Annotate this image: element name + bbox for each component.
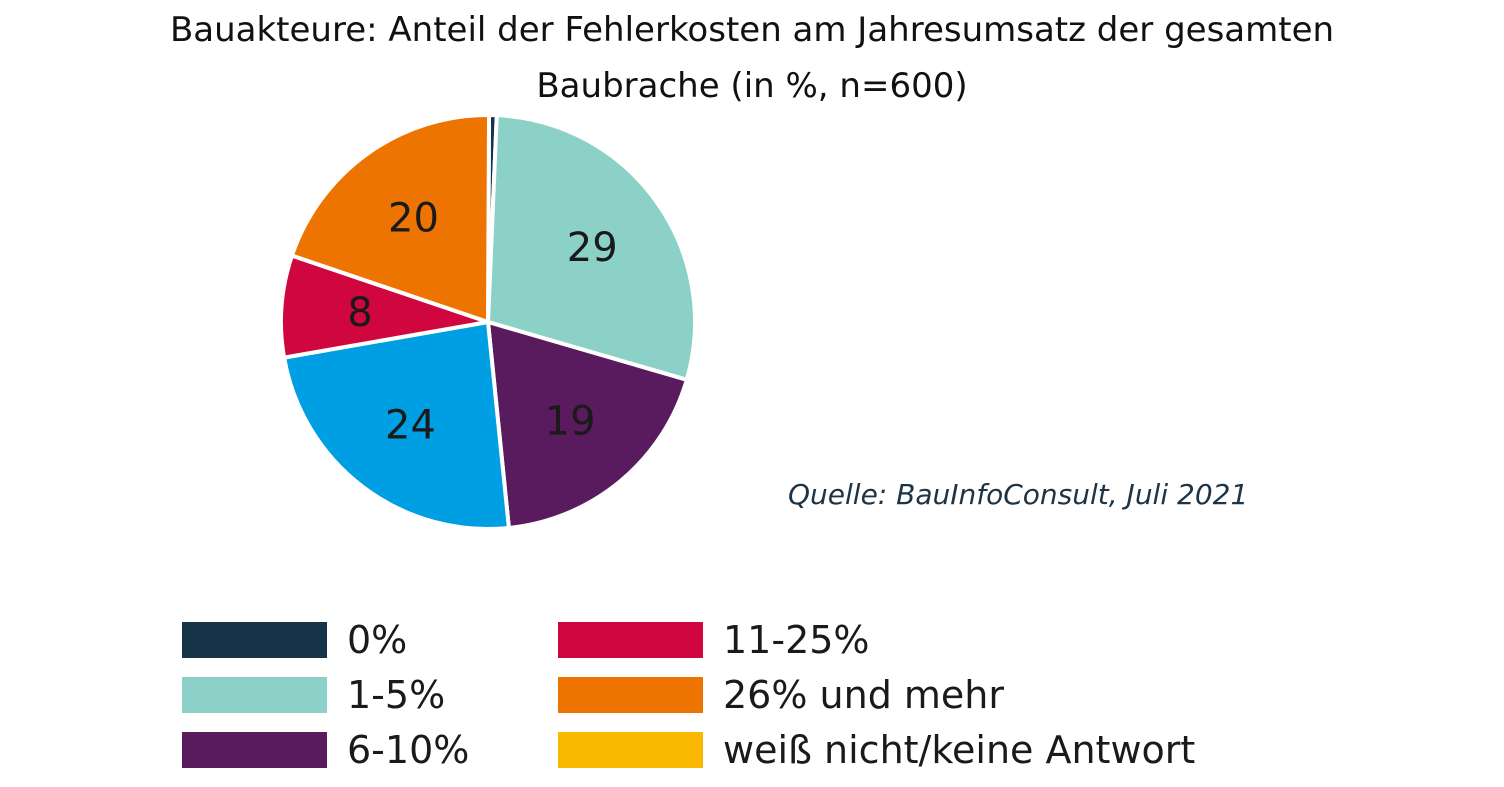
chart-title-line1: Bauakteure: Anteil der Fehlerkosten am J…: [169, 10, 1335, 50]
chart-title-line2: Baubrache (in %, n=600): [536, 66, 968, 106]
chart-title: Bauakteure: Anteil der Fehlerkosten am J…: [60, 2, 1444, 114]
legend-label: 0%: [347, 618, 408, 662]
legend: 0% 1-5% 6-10% 11-25% 26% und mehr weiß n…: [182, 614, 1382, 784]
pie-slice: [282, 320, 511, 531]
legend-item-0-percent: 0%: [182, 618, 407, 662]
source-note: Quelle: BauInfoConsult, Juli 2021: [788, 478, 1249, 511]
legend-item-26-und-mehr: 26% und mehr: [558, 673, 1004, 717]
legend-label: 26% und mehr: [723, 673, 1005, 717]
pie-slice: [486, 320, 689, 530]
legend-swatch: [182, 732, 327, 768]
legend-label: 1-5%: [347, 673, 446, 717]
legend-item-1-5-percent: 1-5%: [182, 673, 445, 717]
legend-swatch: [182, 677, 327, 713]
legend-item-weiss-nicht: weiß nicht/keine Antwort: [558, 728, 1195, 772]
pie-slice: [279, 253, 490, 360]
legend-label: weiß nicht/keine Antwort: [723, 728, 1196, 772]
legend-label: 6-10%: [347, 728, 470, 772]
legend-label: 11-25%: [723, 618, 870, 662]
slice-value-label: 19: [545, 399, 596, 445]
legend-item-11-25-percent: 11-25%: [558, 618, 870, 662]
slice-value-label: 20: [388, 196, 439, 242]
legend-item-6-10-percent: 6-10%: [182, 728, 469, 772]
legend-swatch: [558, 732, 703, 768]
slice-value-label: 24: [385, 402, 436, 448]
pie-slice: [289, 113, 492, 324]
legend-swatch: [182, 622, 327, 658]
pie-slice: [486, 113, 697, 382]
legend-swatch: [558, 677, 703, 713]
slice-value-label: 29: [567, 225, 618, 271]
legend-swatch: [558, 622, 703, 658]
slice-value-label: 8: [347, 290, 372, 336]
